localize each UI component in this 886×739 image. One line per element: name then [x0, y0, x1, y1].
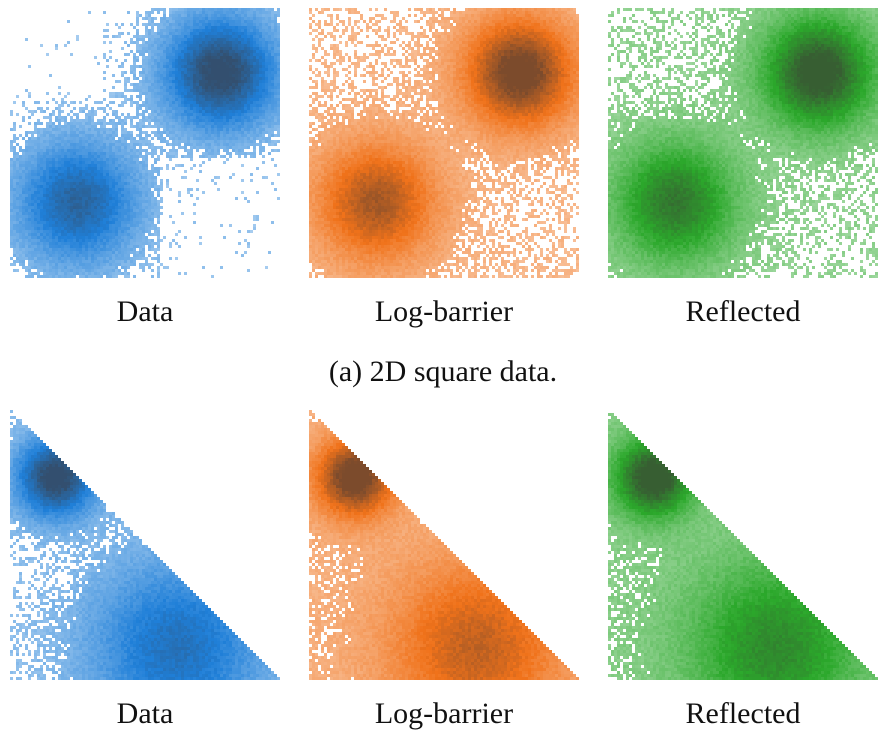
square-reflected-label: Reflected: [685, 295, 801, 328]
square-data-canvas: [10, 8, 280, 278]
square-reflected-heatmap: [608, 8, 878, 278]
triangle-data-label: Data: [116, 697, 174, 730]
triangle-log-barrier-label: Log-barrier: [374, 697, 514, 730]
triangle-reflected-heatmap: [608, 410, 878, 680]
square-log-barrier-canvas: [309, 8, 579, 278]
square-log-barrier-heatmap: [309, 8, 579, 278]
square-log-barrier-label: Log-barrier: [374, 295, 514, 328]
subfigure-caption-a: (a) 2D square data.: [328, 355, 558, 388]
triangle-log-barrier-heatmap: [309, 410, 579, 680]
square-data-label: Data: [116, 295, 174, 328]
triangle-data-canvas: [10, 410, 280, 680]
triangle-log-barrier-canvas: [309, 410, 579, 680]
triangle-reflected-canvas: [608, 410, 878, 680]
triangle-data-heatmap: [10, 410, 280, 680]
square-data-heatmap: [10, 8, 280, 278]
triangle-reflected-label: Reflected: [685, 697, 801, 730]
square-reflected-canvas: [608, 8, 878, 278]
